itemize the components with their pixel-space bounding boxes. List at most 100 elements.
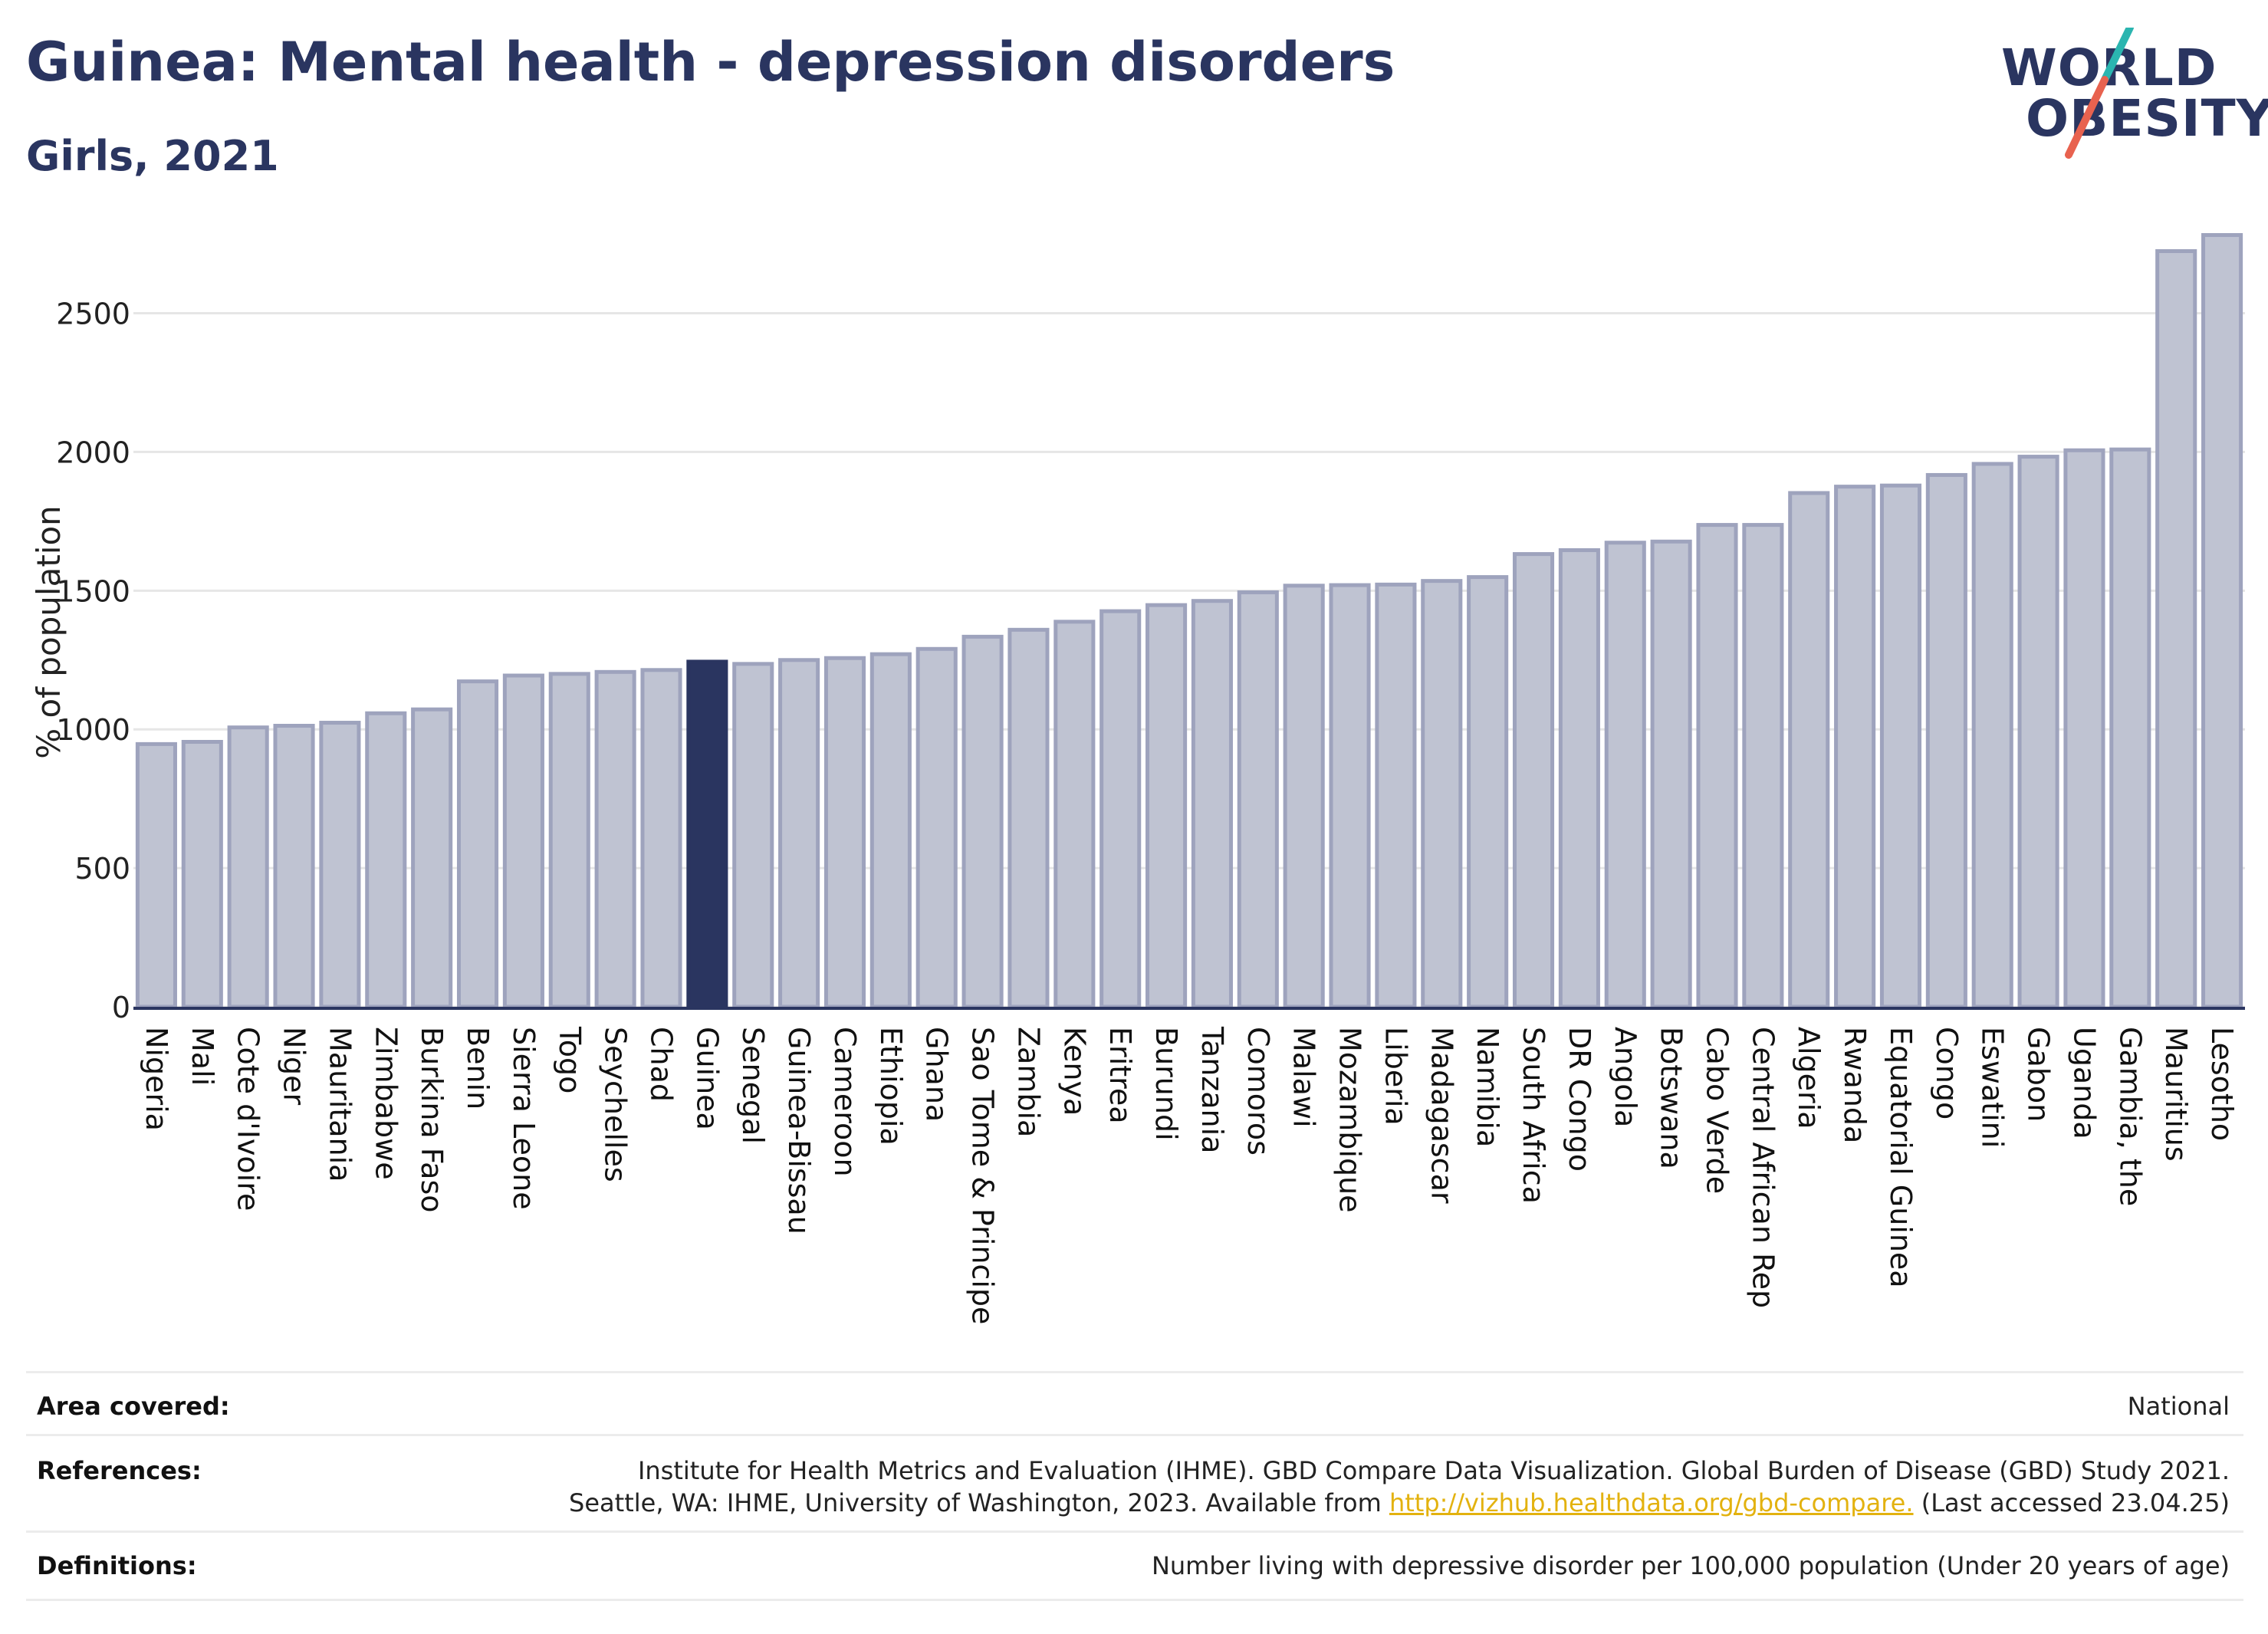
bar: [1099, 609, 1142, 1009]
y-tick-label: 0: [112, 991, 130, 1024]
bar: [961, 634, 1004, 1009]
x-tick-label: Comoros: [1241, 1027, 1275, 1156]
x-tick-label: Central African Rep: [1746, 1027, 1780, 1308]
logo-slash-icon: [2065, 28, 2134, 159]
footer-area-row: Area covered: National: [26, 1371, 2243, 1436]
y-tick-label: 2000: [56, 436, 130, 469]
bar: [1834, 485, 1876, 1009]
bar: [1925, 472, 1967, 1009]
bar: [456, 679, 499, 1009]
bar: [915, 646, 958, 1009]
bar: [273, 724, 315, 1009]
area-covered-label: Area covered:: [37, 1392, 230, 1421]
x-tick-label: Cameroon: [828, 1027, 862, 1177]
x-tick-label: Angola: [1609, 1027, 1642, 1127]
bar: [732, 662, 774, 1009]
y-tick-label: 1500: [56, 574, 130, 608]
x-tick-label: Ghana: [920, 1027, 954, 1122]
bar: [319, 721, 361, 1009]
x-tick-label: Uganda: [2067, 1027, 2101, 1139]
references-line2-pre: Seattle, WA: IHME, University of Washing…: [569, 1488, 1389, 1517]
x-tick-label: Burkina Faso: [415, 1027, 449, 1213]
bar: [1007, 627, 1050, 1009]
x-tick-label: Nigeria: [140, 1027, 173, 1131]
bar: [181, 739, 223, 1009]
bar: [869, 652, 912, 1009]
x-tick-label: Niger: [278, 1027, 311, 1105]
area-covered-value: National: [2127, 1392, 2230, 1421]
references-line2-post: (Last accessed 23.04.25): [1913, 1488, 2230, 1517]
bar: [1558, 548, 1600, 1009]
footer-references-row: References: Institute for Health Metrics…: [26, 1434, 2243, 1533]
bar: [502, 673, 544, 1009]
x-tick-label: Zimbabwe: [369, 1027, 403, 1180]
x-tick-label: Mozambique: [1333, 1027, 1367, 1213]
bar: [1879, 483, 1922, 1009]
x-tick-label: Tanzania: [1195, 1026, 1229, 1153]
x-tick-label: Burundi: [1149, 1027, 1183, 1141]
y-axis-title: % of population: [30, 505, 67, 759]
references-label: References:: [37, 1456, 202, 1485]
bar: [640, 668, 682, 1009]
bar: [1512, 552, 1555, 1009]
bar: [411, 707, 453, 1009]
bar: [135, 741, 177, 1009]
x-tick-label: Lesotho: [2205, 1027, 2239, 1141]
y-tick-label: 2500: [56, 298, 130, 331]
x-tick-label: Equatorial Guinea: [1884, 1027, 1918, 1288]
x-tick-label: Senegal: [736, 1027, 770, 1144]
references-line1: Institute for Health Metrics and Evaluat…: [637, 1456, 2230, 1485]
bar-chart: 0 500 1000 1500 2000 2500 % of population Niger…: [30, 233, 2245, 1324]
bar: [365, 711, 407, 1009]
bar: [1146, 603, 1188, 1009]
x-tick-label: Sierra Leone: [507, 1027, 541, 1210]
x-tick-label: Guinea-Bissau: [782, 1027, 816, 1235]
definitions-label: Definitions:: [37, 1551, 197, 1580]
x-tick-label: Gabon: [2022, 1027, 2056, 1122]
bar: [1283, 584, 1325, 1009]
x-tick-label: Mauritania: [323, 1027, 357, 1182]
x-tick-label: DR Congo: [1563, 1027, 1596, 1172]
bar: [1421, 579, 1463, 1009]
bar: [2017, 455, 2059, 1009]
bar: [2063, 448, 2105, 1009]
bar: [1237, 590, 1279, 1009]
bar: [227, 725, 269, 1009]
x-tick-label: Sao Tome & Principe: [966, 1027, 1000, 1324]
bar: [1375, 582, 1417, 1009]
bar: [1650, 539, 1692, 1009]
x-tick-label: Seychelles: [599, 1027, 633, 1182]
bar: [686, 659, 728, 1009]
footer-definitions-row: Definitions: Number living with depressi…: [26, 1530, 2243, 1601]
bar: [1467, 575, 1509, 1009]
bar: [2109, 447, 2151, 1009]
bar: [1053, 620, 1096, 1009]
x-tick-label: Gambia, the: [2113, 1027, 2147, 1206]
x-tick-label: Congo: [1930, 1027, 1964, 1119]
x-tick-label: Benin: [461, 1027, 495, 1110]
x-tick-label: Cabo Verde: [1701, 1027, 1734, 1194]
world-obesity-logo: WORLD OBESITY: [2001, 28, 2268, 166]
references-link[interactable]: http://vizhub.healthdata.org/gbd-compare…: [1389, 1488, 1914, 1517]
bar: [594, 669, 636, 1009]
bar: [1191, 599, 1233, 1009]
bar: [2155, 248, 2197, 1009]
x-tick-label: Eritrea: [1103, 1027, 1137, 1124]
x-tick-label: Namibia: [1471, 1027, 1504, 1147]
bar: [1788, 491, 1830, 1009]
x-tick-label: Chad: [645, 1027, 679, 1102]
x-tick-label: South Africa: [1517, 1027, 1550, 1204]
definitions-value: Number living with depressive disorder p…: [1151, 1551, 2230, 1580]
x-tick-label: Rwanda: [1838, 1027, 1872, 1143]
page-subtitle: Girls, 2021: [26, 132, 279, 180]
x-tick-label: Eswatini: [1976, 1027, 2010, 1148]
bar: [2201, 233, 2243, 1009]
bar: [1696, 523, 1738, 1009]
x-tick-label: Cote d'Ivoire: [232, 1027, 265, 1211]
x-tick-label: Botswana: [1655, 1027, 1688, 1169]
x-tick-label: Mali: [186, 1027, 219, 1086]
x-tick-label: Zambia: [1011, 1027, 1045, 1137]
x-tick-label: Malawi: [1287, 1027, 1321, 1128]
y-tick-label: 500: [74, 852, 130, 886]
x-tick-label: Guinea: [690, 1027, 724, 1130]
